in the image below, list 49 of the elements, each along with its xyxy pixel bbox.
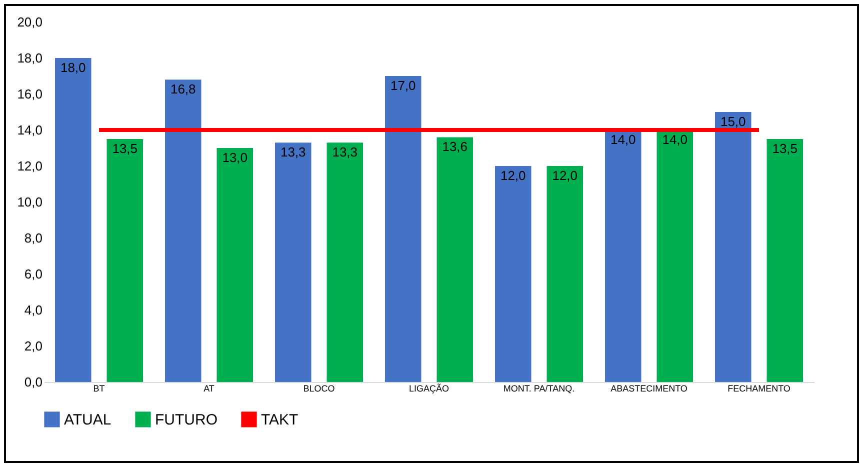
y-tick-label: 12,0 <box>17 158 42 174</box>
bar <box>55 58 92 382</box>
data-label: 14,0 <box>610 132 636 147</box>
data-label: 13,5 <box>772 141 798 156</box>
data-label: 17,0 <box>390 78 416 93</box>
bar <box>656 130 693 382</box>
bar <box>436 137 473 382</box>
y-tick-label: 6,0 <box>24 266 42 282</box>
bar <box>546 166 583 382</box>
x-tick-label: BLOCO <box>303 384 335 394</box>
bar <box>495 166 532 382</box>
x-tick-label: AT <box>204 384 215 394</box>
bar <box>165 80 202 382</box>
bar <box>715 112 752 382</box>
y-tick-label: 18,0 <box>17 50 42 66</box>
bar <box>326 142 363 382</box>
data-label: 12,0 <box>500 168 526 183</box>
data-label: 14,0 <box>662 132 688 147</box>
legend-label: FUTURO <box>155 411 218 428</box>
y-tick-label: 14,0 <box>17 122 42 138</box>
legend-label: ATUAL <box>64 411 112 428</box>
x-tick-label: MONT. PA/TANQ. <box>503 384 575 394</box>
y-tick-label: 2,0 <box>24 338 42 354</box>
y-tick-label: 16,0 <box>17 86 42 102</box>
bar <box>106 139 143 382</box>
bar <box>605 130 642 382</box>
data-label: 13,0 <box>222 150 248 165</box>
y-tick-label: 0,0 <box>24 374 42 390</box>
x-tick-label: FECHAMENTO <box>728 384 790 394</box>
bar <box>766 139 803 382</box>
y-tick-label: 8,0 <box>24 230 42 246</box>
y-tick-label: 4,0 <box>24 302 42 318</box>
data-label: 13,6 <box>442 139 468 154</box>
data-label: 15,0 <box>720 114 746 129</box>
bar <box>275 142 312 382</box>
bar <box>216 148 253 382</box>
data-label: 18,0 <box>60 60 86 75</box>
data-label: 13,3 <box>332 144 358 160</box>
x-tick-label: LIGAÇÃO <box>408 384 450 394</box>
x-tick-label: ABASTECIMENTO <box>610 384 688 394</box>
y-tick-label: 20,0 <box>17 14 42 30</box>
y-tick-label: 10,0 <box>17 194 42 210</box>
data-label: 13,5 <box>112 141 138 156</box>
data-label: 16,8 <box>170 82 196 97</box>
x-tick-label: BT <box>93 384 106 394</box>
bar <box>385 76 422 382</box>
data-label: 12,0 <box>552 168 578 183</box>
data-label: 13,3 <box>280 144 306 160</box>
legend-label: TAKT <box>261 411 298 428</box>
